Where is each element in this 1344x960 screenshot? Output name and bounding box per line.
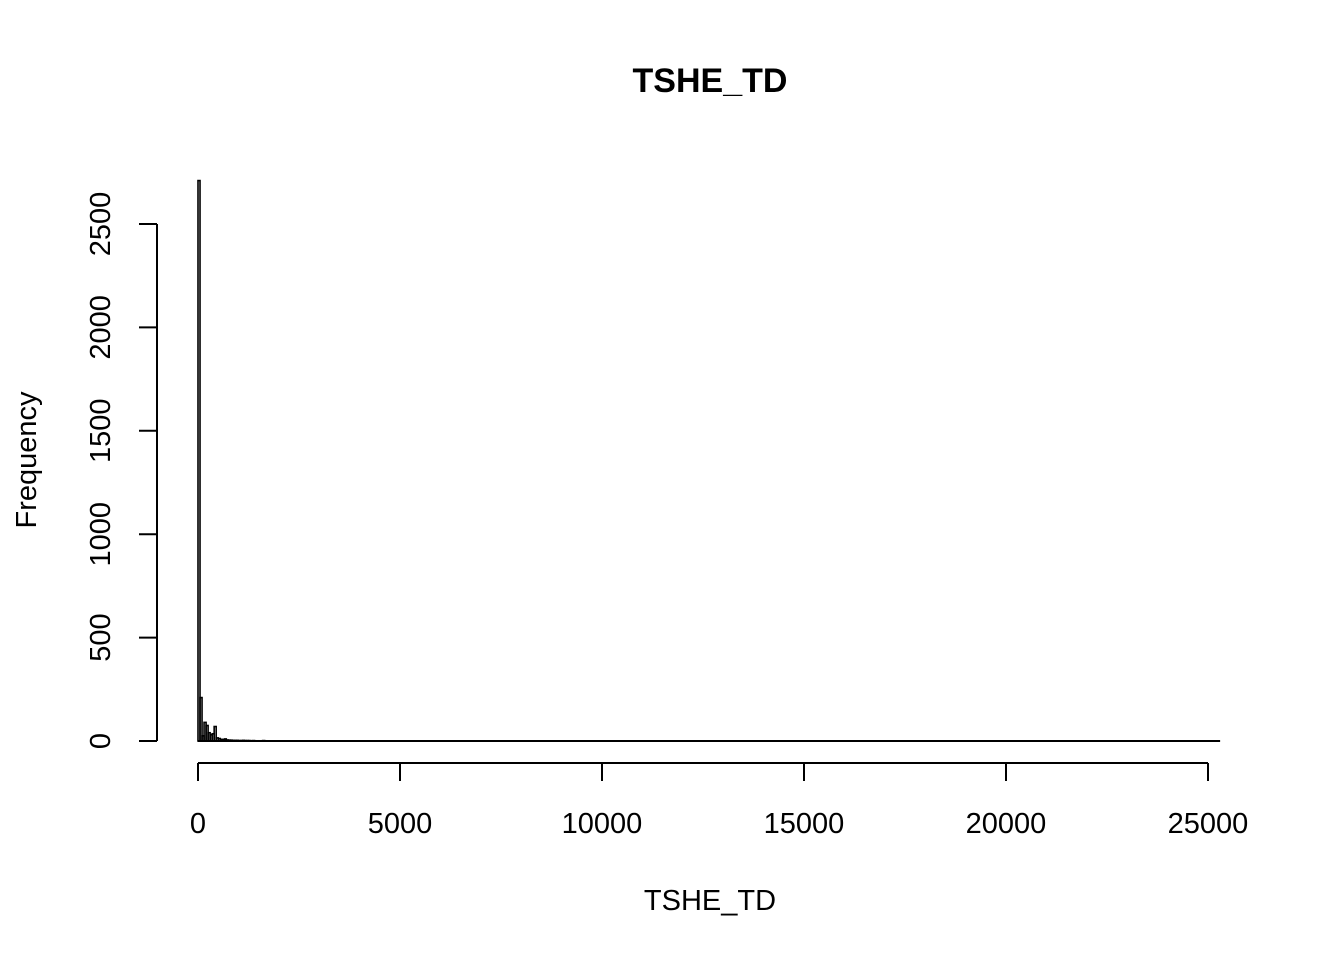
x-tick-label: 5000	[368, 808, 433, 840]
x-tick-label: 10000	[562, 808, 643, 840]
x-tick-label: 0	[190, 808, 206, 840]
y-tick-label: 500	[85, 613, 117, 661]
x-axis: 0 5000 10000 15000 20000 25000	[190, 762, 1249, 840]
y-axis: 0 500 1000 1500 2000 2500	[85, 192, 158, 749]
y-tick-label: 0	[85, 733, 117, 749]
y-tick-label: 1000	[85, 502, 117, 567]
x-axis-label: TSHE_TD	[644, 885, 776, 917]
chart-title: TSHE_TD	[633, 62, 788, 100]
x-tick-label: 20000	[966, 808, 1047, 840]
x-tick-label: 25000	[1168, 808, 1249, 840]
y-tick-label: 1500	[85, 399, 117, 464]
histogram-bars	[197, 179, 268, 742]
y-tick-label: 2000	[85, 295, 117, 360]
histogram-bar	[199, 696, 203, 742]
y-tick-label: 2500	[85, 192, 117, 257]
x-tick-label: 15000	[764, 808, 845, 840]
y-axis-label: Frequency	[11, 391, 43, 529]
histogram-bar	[197, 179, 201, 742]
